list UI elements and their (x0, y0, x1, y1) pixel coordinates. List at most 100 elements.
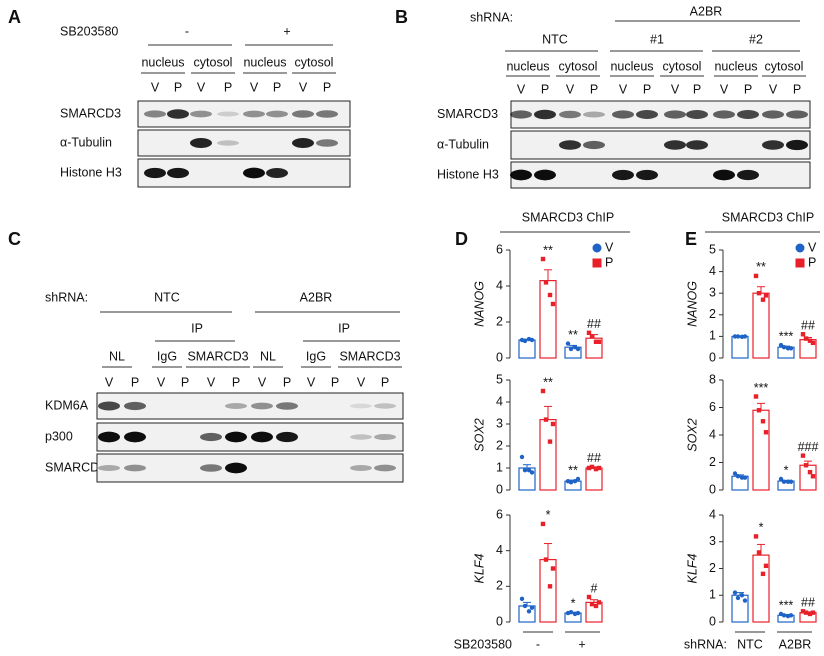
band (762, 110, 784, 119)
y-tick-label: 2 (709, 561, 716, 575)
y-tick-label: 0 (709, 350, 716, 364)
legend-marker (795, 243, 805, 253)
condition-label: NTC (154, 290, 180, 304)
y-tick-label: 0 (496, 614, 503, 628)
shrna-label: shRNA: (45, 290, 88, 304)
data-point (781, 613, 787, 618)
band (786, 139, 808, 151)
band (612, 110, 634, 119)
y-tick-label: 2 (496, 579, 503, 593)
band (225, 431, 247, 443)
y-tick-label: 0 (496, 482, 503, 496)
lane-label: V (671, 82, 680, 96)
data-point (803, 336, 809, 341)
y-axis-label: KLF4 (472, 554, 486, 584)
ip-label: IP (338, 321, 350, 335)
data-point (540, 521, 546, 527)
data-point (760, 571, 766, 577)
lane-label: V (151, 80, 160, 94)
data-point (547, 292, 553, 298)
band (266, 168, 288, 178)
data-point (565, 341, 571, 346)
band (737, 169, 759, 181)
data-point (568, 480, 574, 485)
data-point (778, 476, 784, 482)
data-point (586, 465, 592, 471)
data-point (756, 291, 762, 296)
data-point (781, 479, 787, 484)
row-label: SMARCD3 (437, 107, 498, 121)
bar (539, 419, 557, 491)
legend-marker (592, 258, 602, 268)
band (124, 431, 146, 443)
band (316, 110, 338, 118)
sample-label: IgG (306, 349, 326, 363)
y-axis-label: SOX2 (472, 418, 486, 451)
band (217, 111, 239, 117)
group-label: A2BR (690, 4, 723, 18)
lane-label: P (323, 80, 331, 94)
y-tick-label: 2 (709, 455, 716, 469)
lane-label: P (590, 82, 598, 96)
band (276, 402, 298, 410)
y-tick-label: 4 (496, 543, 503, 557)
data-point (788, 346, 794, 351)
band (98, 431, 120, 443)
condition-label: NTC (542, 32, 568, 46)
data-point (596, 600, 602, 605)
data-point (575, 346, 581, 352)
significance-label: ** (756, 260, 766, 274)
lane-label: V (566, 82, 575, 96)
data-point (543, 417, 549, 422)
band (534, 109, 556, 120)
ip-label: IP (191, 321, 203, 335)
data-point (589, 601, 595, 607)
band (251, 402, 273, 410)
lane-label: P (693, 82, 701, 96)
panel-label: B (395, 7, 408, 27)
y-tick-label: 5 (709, 242, 716, 256)
data-point (575, 476, 581, 482)
data-point (519, 596, 525, 602)
data-point (800, 453, 806, 458)
y-tick-label: 6 (496, 242, 503, 256)
x-group-title: shRNA: (684, 637, 727, 651)
lane-label: P (744, 82, 752, 96)
band (124, 464, 146, 472)
data-point (550, 301, 556, 307)
data-point (529, 605, 535, 610)
significance-label: *** (754, 381, 769, 395)
lane-label: V (250, 80, 259, 94)
significance-label: ## (587, 317, 601, 331)
data-point (807, 338, 813, 343)
data-point (810, 610, 816, 615)
y-tick-label: 5 (496, 372, 503, 386)
group-label: - (536, 637, 540, 651)
lane-label: V (619, 82, 628, 96)
fraction-label: nucleus (714, 59, 757, 73)
legend-label: P (808, 255, 816, 269)
data-point (526, 609, 532, 614)
data-point (763, 430, 769, 435)
data-point (742, 598, 748, 603)
group-label: + (578, 637, 585, 651)
data-point (540, 256, 546, 262)
band (217, 140, 239, 146)
y-tick-label: 1 (496, 460, 503, 474)
data-point (756, 550, 762, 555)
row-label: α-Tubulin (60, 135, 112, 149)
blot (96, 453, 404, 483)
sample-label: SMARCD3 (339, 349, 400, 363)
data-point (810, 340, 816, 346)
band (292, 110, 314, 118)
fraction-label: cytosol (295, 55, 334, 69)
fraction-label: cytosol (559, 59, 598, 73)
data-point (763, 293, 769, 298)
sample-label: NL (109, 349, 125, 363)
blot (96, 422, 404, 452)
fraction-label: nucleus (506, 59, 549, 73)
sample-label: NL (260, 349, 276, 363)
significance-label: ### (798, 440, 819, 454)
data-point (589, 464, 595, 470)
